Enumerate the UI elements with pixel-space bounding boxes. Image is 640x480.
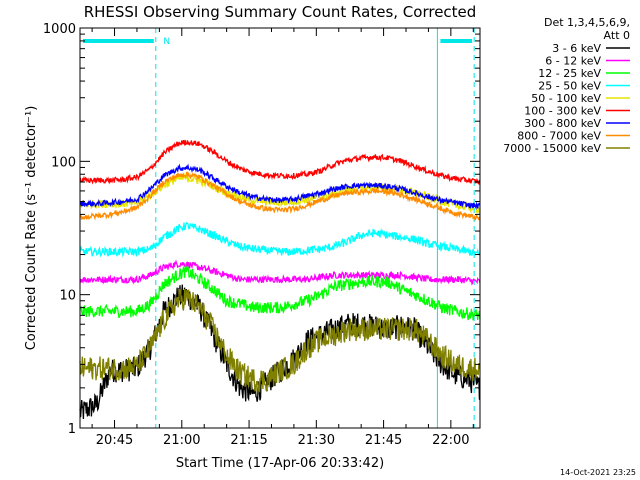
x-tick-label-5: 22:00 xyxy=(432,433,469,448)
axes-frame xyxy=(79,27,481,429)
legend-label-8: 7000 - 15000 keV xyxy=(503,142,601,155)
plot-frame xyxy=(79,27,481,429)
x-tick-label-4: 21:45 xyxy=(365,433,402,448)
series-line-6 xyxy=(79,163,481,210)
x-tick-label-3: 21:30 xyxy=(298,433,335,448)
y-axis-label: Corrected Count Rate (s⁻¹ detector⁻¹) xyxy=(24,106,39,351)
legend-label-6: 300 - 800 keV xyxy=(524,117,601,130)
y-tick-label-2: 100 xyxy=(51,155,76,170)
legend-label-7: 800 - 7000 keV xyxy=(517,130,601,143)
series-line-7 xyxy=(79,171,481,221)
x-tick-label-2: 21:15 xyxy=(230,433,267,448)
y-tick-label-0: 1 xyxy=(68,422,76,437)
y-tick-label-3: 1000 xyxy=(43,22,76,37)
night-marker-label: N xyxy=(163,37,170,47)
series-line-1 xyxy=(79,259,481,286)
legend-header-line-2: Att 0 xyxy=(604,29,630,42)
series-group xyxy=(79,139,481,420)
footer-timestamp: 14-Oct-2021 23:25 xyxy=(560,468,636,477)
legend-label-0: 3 - 6 keV xyxy=(552,42,601,55)
chart-title: RHESSI Observing Summary Count Rates, Co… xyxy=(84,3,477,21)
series-line-3 xyxy=(79,221,481,258)
legend-label-3: 25 - 50 keV xyxy=(538,80,601,93)
legend-label-2: 12 - 25 keV xyxy=(538,67,601,80)
legend-header-line-1: Det 1,3,4,5,6,9, xyxy=(544,16,630,29)
legend-label-4: 50 - 100 keV xyxy=(531,92,601,105)
axis-ticks: 20:45 21:00 21:15 21:30 21:45 22:00 1 10 100 1000 xyxy=(43,22,480,448)
series-line-5 xyxy=(79,139,481,185)
legend-label-5: 100 - 300 keV xyxy=(524,105,601,118)
legend-label-1: 6 - 12 keV xyxy=(545,55,601,68)
y-tick-label-1: 10 xyxy=(59,289,76,304)
x-tick-label-1: 21:00 xyxy=(163,433,200,448)
x-tick-label-0: 20:45 xyxy=(96,433,133,448)
x-axis-label: Start Time (17-Apr-06 20:33:42) xyxy=(176,456,384,471)
series-line-8 xyxy=(79,288,481,394)
series-line-2 xyxy=(79,265,481,321)
